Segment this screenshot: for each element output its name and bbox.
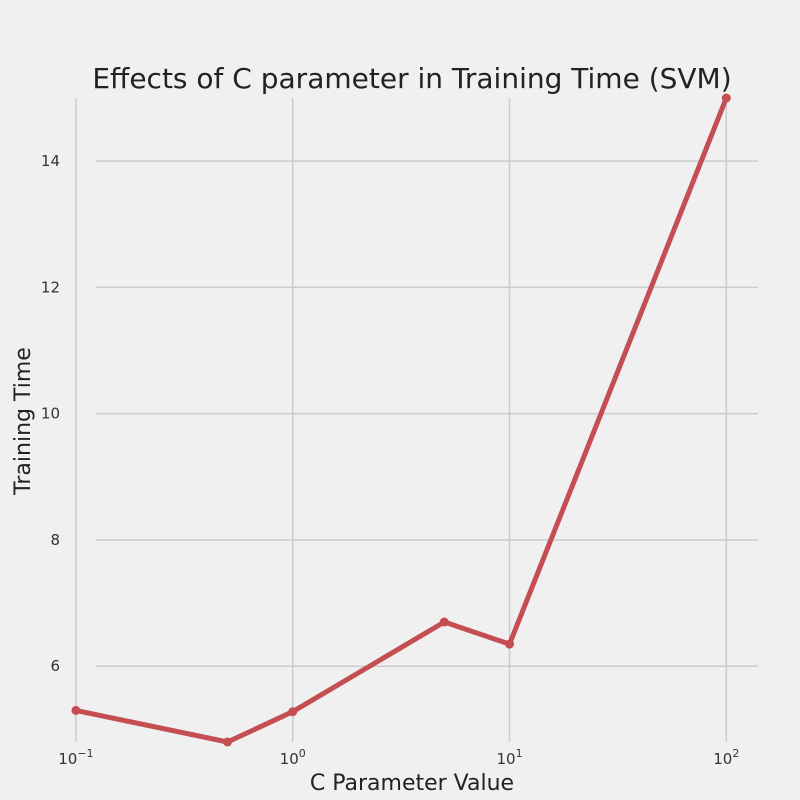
x-tick-label-1: 100 (280, 747, 306, 768)
data-point-4 (505, 639, 514, 649)
x-tick-label-2: 101 (496, 747, 522, 768)
x-tick-exponent-3: 2 (732, 747, 739, 760)
x-tick-base-1: 10 (280, 750, 299, 768)
x-tick-label-0: 10−1 (58, 747, 93, 768)
x-tick-base-3: 10 (713, 750, 732, 768)
y-axis-label: Training Time (11, 347, 36, 496)
data-point-0 (71, 705, 81, 715)
y-tick-label-4: 14 (41, 152, 60, 170)
y-tick-label-0: 6 (50, 657, 60, 675)
x-axis-label: C Parameter Value (310, 771, 514, 796)
data-point-2 (288, 707, 298, 717)
x-tick-exponent-2: 1 (516, 747, 523, 760)
x-tick-base-2: 10 (496, 750, 515, 768)
series-line-0 (73, 95, 729, 745)
data-point-3 (439, 617, 449, 627)
grid (75, 98, 758, 742)
series-layer (71, 93, 731, 747)
data-point-1 (223, 737, 232, 747)
y-tick-label-3: 12 (41, 278, 60, 296)
x-tick-base-0: 10 (58, 750, 77, 768)
y-tick-label-2: 10 (41, 405, 60, 423)
y-tick-label-1: 8 (50, 531, 60, 549)
x-tick-exponent-0: −1 (77, 747, 93, 760)
chart-title: Effects of C parameter in Training Time … (92, 62, 731, 95)
data-point-5 (721, 93, 731, 103)
x-tick-exponent-1: 0 (299, 747, 306, 760)
x-tick-label-3: 102 (713, 747, 739, 768)
